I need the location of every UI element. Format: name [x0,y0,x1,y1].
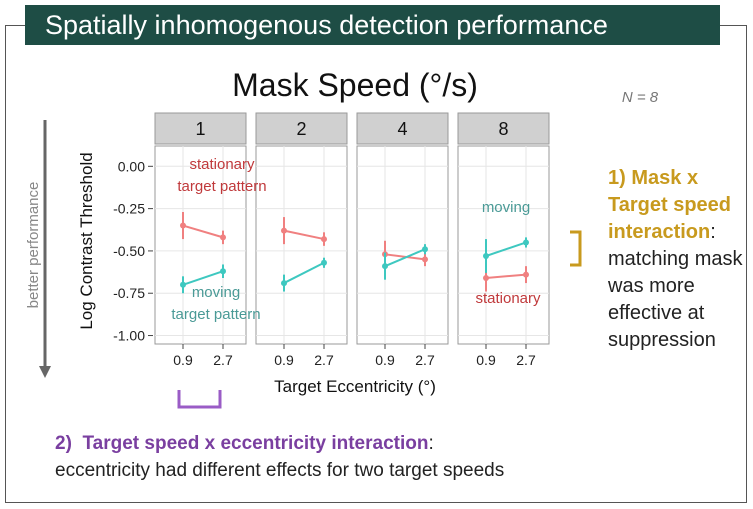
y-tick-label: 0.00 [118,158,145,174]
series-line-moving [283,261,325,284]
plot-area [255,145,348,345]
annotation-moving-p8: moving [482,199,530,216]
series-line-stationary [182,224,224,239]
x-tick-label: 2.7 [314,352,334,368]
facet-strip [356,112,449,145]
data-point-stationary [523,271,529,278]
annotation-moving-target-2: target pattern [171,306,260,323]
data-point-moving [422,246,428,253]
data-point-stationary [422,256,428,263]
bottom-note-highlight: Target speed x eccentricity interaction [82,433,429,454]
annotation-moving-target-1: moving [192,284,240,301]
data-point-stationary [321,236,327,243]
facet-panel-8: 8 0.9 2.7 [457,112,550,368]
bottom-note-body: eccentricity had different effects for t… [55,460,505,481]
y-axis-ticks: 0.00 -0.25 -0.50 -0.75 -1.00 [113,158,153,344]
x-tick-label: 0.9 [476,352,496,368]
facet-panel-2: 2 0.9 2.7 [255,112,348,368]
data-point-moving [180,281,186,288]
x-tick-label: 0.9 [375,352,395,368]
facet-strip [154,112,247,145]
data-point-moving [523,239,529,246]
y-axis-label: Log Contrast Threshold [77,152,96,329]
series-line-moving [182,270,224,286]
facet-strip-label: 1 [195,119,205,139]
series-line-stationary [283,229,325,241]
x-axis-label: Target Eccentricity (°) [274,377,436,396]
purple-bracket [177,390,222,409]
side-note: 1) Mask x Target speed interaction: matc… [608,165,748,354]
facet-strip-label: 2 [296,119,306,139]
data-point-moving [281,280,287,287]
plot-area [154,145,247,345]
bottom-note-colon: : [428,433,434,454]
x-tick-label: 2.7 [213,352,233,368]
data-point-moving [321,259,327,266]
facet-strip-label: 8 [498,119,508,139]
side-note-number: 1) [608,167,626,189]
side-note-body: matching mask was more effective at supp… [608,248,743,351]
plot-area [356,145,449,345]
annotation-stationary-p8: stationary [475,290,541,307]
data-point-moving [483,253,489,259]
data-point-moving [220,268,226,275]
chart-title: Mask Speed (°/s) [232,67,478,103]
y-tick-label: -0.75 [113,285,145,301]
better-performance-label: better performance [25,182,42,309]
series-line-moving [384,248,426,268]
data-point-stationary [180,222,186,229]
y-tick-label: -0.50 [113,243,145,259]
y-tick-label: -0.25 [113,201,145,217]
gold-bracket [570,230,582,267]
facet-panel-1: 1 0.9 2.7 [154,112,247,368]
series-line-moving [485,241,527,257]
side-note-heading: 1) Mask x Target speed interaction: [608,165,748,246]
slide-title: Spatially inhomogenous detection perform… [25,5,720,45]
annotation-stationary-target-2: target pattern [177,178,266,195]
facet-strip-label: 4 [397,119,407,139]
y-tick-label: -1.00 [113,328,145,344]
bottom-note: 2) Target speed x eccentricity interacti… [55,430,745,484]
annotation-stationary-target-1: stationary [189,156,255,173]
x-tick-label: 0.9 [274,352,294,368]
bottom-note-number: 2) [55,433,72,454]
x-tick-label: 2.7 [516,352,536,368]
data-point-moving [382,263,388,270]
x-tick-label: 0.9 [173,352,193,368]
data-point-stationary [281,227,287,234]
facet-strip [255,112,348,145]
data-point-stationary [483,275,489,281]
x-tick-label: 2.7 [415,352,435,368]
bottom-note-heading: 2) Target speed x eccentricity interacti… [55,430,745,457]
sample-size-label: N = 8 [622,89,659,106]
facet-panel-4: 4 0.9 2.7 [356,112,449,368]
facet-strip [457,112,550,145]
plot-area [457,145,550,345]
side-note-highlight: Mask x Target speed interaction [608,167,731,243]
data-point-stationary [220,234,226,241]
series-line-stationary [485,273,527,279]
side-note-colon: : [710,221,716,243]
facet-panels: 1 0.9 2.7 2 0.9 2.7 4 0.9 2.7 8 0.9 2.7 [154,112,550,368]
